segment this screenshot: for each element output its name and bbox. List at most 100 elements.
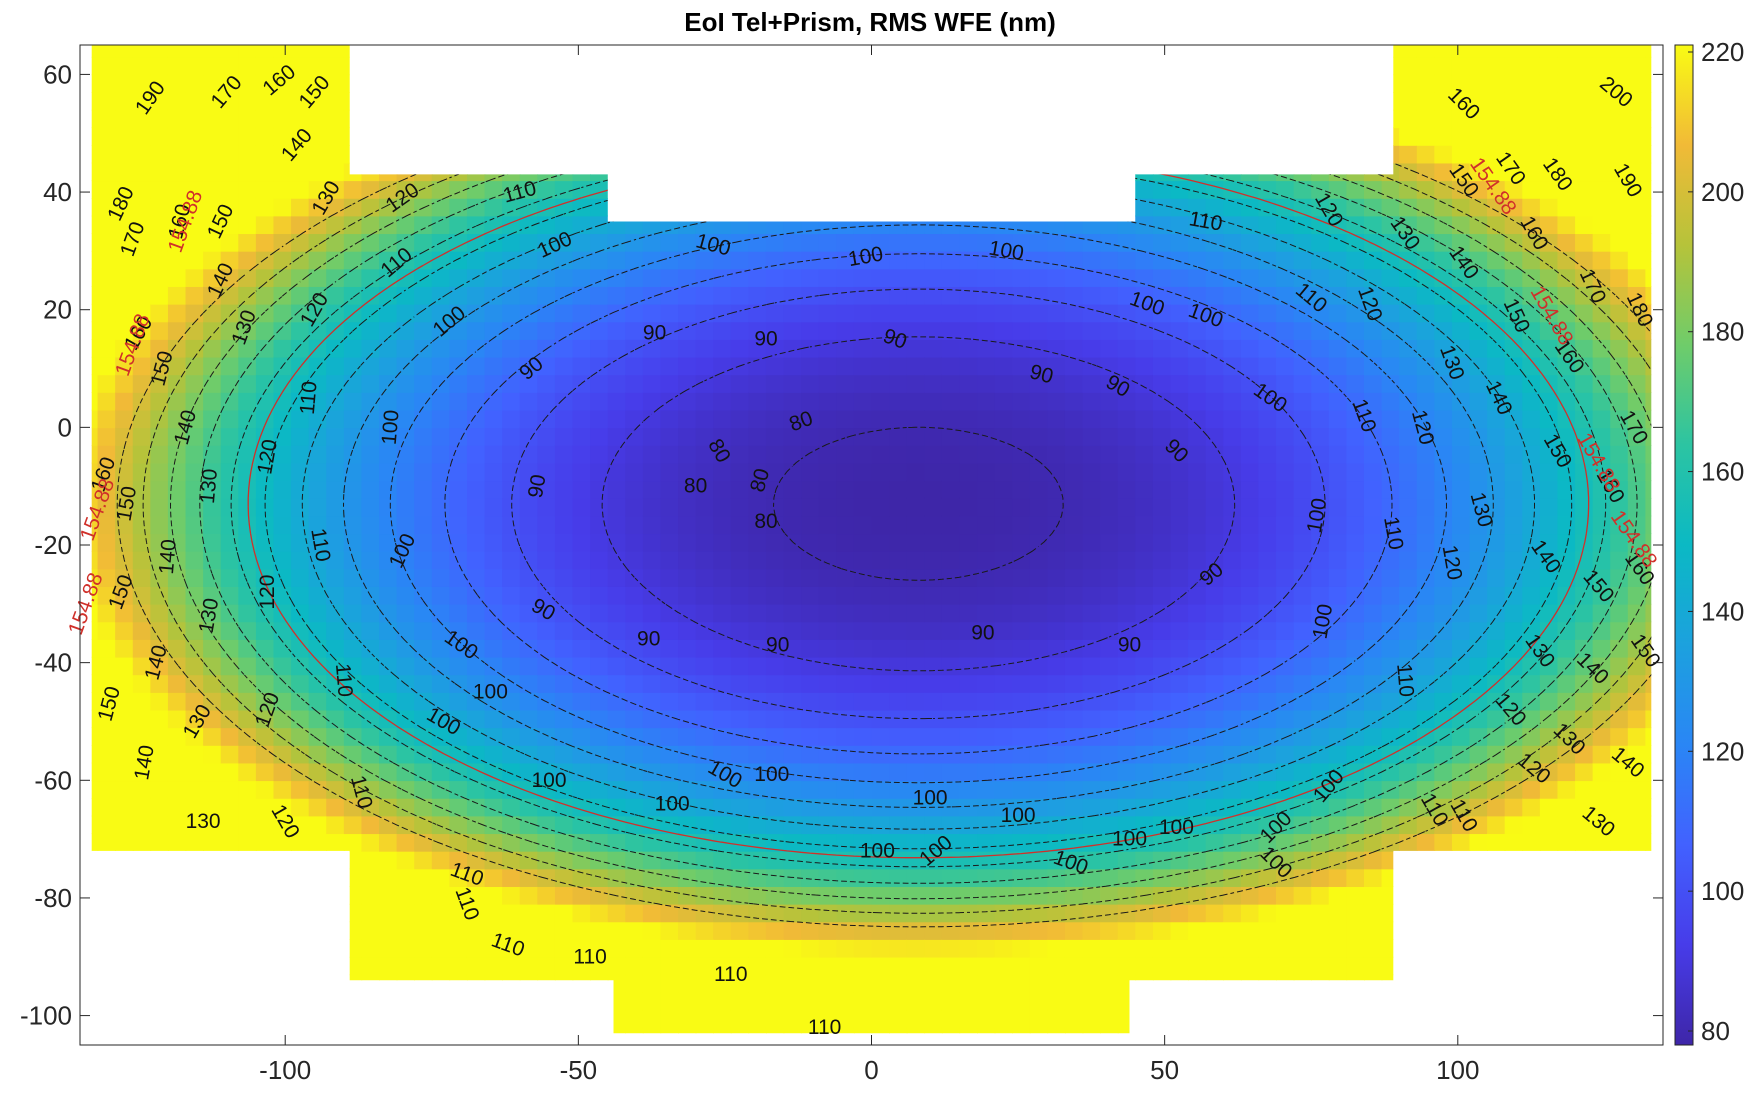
field-cell xyxy=(941,409,961,429)
field-cell xyxy=(748,868,767,887)
field-cell xyxy=(1434,109,1453,129)
field-cell xyxy=(1469,339,1488,358)
field-cell xyxy=(537,215,556,235)
field-cell xyxy=(1258,356,1277,376)
field-cell xyxy=(220,303,240,323)
field-cell xyxy=(1064,745,1084,764)
field-cell xyxy=(1117,74,1137,93)
field-cell xyxy=(713,797,732,817)
field-cell xyxy=(871,886,890,905)
field-cell xyxy=(1117,480,1137,499)
field-cell xyxy=(1539,127,1559,146)
field-cell xyxy=(607,497,627,517)
field-cell xyxy=(554,374,574,393)
field-cell xyxy=(765,127,785,146)
field-cell xyxy=(1205,250,1225,270)
field-cell xyxy=(1363,639,1383,658)
field-cell xyxy=(1487,621,1506,640)
field-cell xyxy=(554,268,574,287)
field-cell xyxy=(1064,197,1084,217)
field-cell xyxy=(801,692,820,711)
field-cell xyxy=(1258,974,1277,993)
field-cell xyxy=(537,1009,556,1029)
field-cell xyxy=(1012,445,1031,464)
field-cell xyxy=(695,392,714,411)
field-cell xyxy=(924,497,943,517)
field-cell xyxy=(1205,692,1225,711)
field-cell xyxy=(537,127,556,146)
field-cell xyxy=(537,145,556,164)
field-cell xyxy=(185,921,204,940)
field-cell xyxy=(273,180,292,199)
field-cell xyxy=(1240,180,1260,199)
field-cell xyxy=(1522,127,1541,146)
field-cell xyxy=(871,621,890,640)
field-cell xyxy=(1346,127,1365,146)
field-cell xyxy=(1205,321,1225,340)
field-cell xyxy=(1311,550,1330,570)
field-cell xyxy=(255,639,275,658)
field-cell xyxy=(361,921,380,940)
field-cell xyxy=(590,145,609,164)
field-cell xyxy=(590,445,609,464)
field-cell xyxy=(537,445,556,464)
field-cell xyxy=(1258,339,1277,358)
field-cell xyxy=(1363,850,1383,870)
field-cell xyxy=(853,374,873,393)
field-cell xyxy=(1240,445,1260,464)
field-cell xyxy=(1575,303,1594,323)
field-cell xyxy=(1487,656,1506,676)
field-cell xyxy=(167,727,187,746)
field-cell xyxy=(1047,974,1066,993)
field-cell xyxy=(343,656,363,676)
field-cell xyxy=(801,603,820,623)
field-cell xyxy=(255,480,275,499)
field-cell xyxy=(1223,268,1242,287)
field-cell xyxy=(1012,427,1031,446)
field-cell xyxy=(484,303,503,323)
field-cell xyxy=(1047,1027,1066,1034)
field-cell xyxy=(695,956,714,976)
field-cell xyxy=(695,45,714,58)
field-cell xyxy=(343,374,363,393)
field-cell xyxy=(1012,1009,1031,1029)
field-cell xyxy=(607,92,627,111)
field-cell xyxy=(906,992,926,1011)
field-cell xyxy=(818,709,838,729)
field-cell xyxy=(167,56,187,76)
field-cell xyxy=(115,603,134,623)
field-cell xyxy=(1416,921,1436,940)
field-cell xyxy=(1487,127,1506,146)
field-cell xyxy=(1522,45,1541,58)
field-cell xyxy=(924,550,943,570)
field-cell xyxy=(730,603,750,623)
field-cell xyxy=(1205,445,1225,464)
field-cell xyxy=(1047,886,1066,905)
field-cell xyxy=(554,621,574,640)
field-cell xyxy=(396,233,415,252)
field-cell xyxy=(765,1009,785,1029)
field-cell xyxy=(1381,45,1400,58)
field-cell xyxy=(1328,180,1348,199)
field-cell xyxy=(1416,603,1436,623)
field-cell xyxy=(1188,268,1207,287)
field-cell xyxy=(519,903,539,923)
field-cell xyxy=(150,445,169,464)
field-cell xyxy=(361,1027,380,1034)
field-cell xyxy=(836,992,855,1011)
field-cell xyxy=(1205,709,1225,729)
field-cell xyxy=(414,197,433,217)
field-cell xyxy=(361,109,380,129)
field-cell xyxy=(1223,127,1242,146)
field-cell xyxy=(502,74,521,93)
field-cell xyxy=(238,445,257,464)
field-cell xyxy=(1117,45,1137,58)
field-cell xyxy=(1047,109,1066,129)
field-cell xyxy=(1188,974,1207,993)
field-cell xyxy=(678,162,697,182)
field-cell xyxy=(203,886,222,905)
field-cell xyxy=(977,480,996,499)
field-cell xyxy=(660,45,679,58)
field-cell xyxy=(1100,268,1119,287)
field-cell xyxy=(308,180,328,199)
